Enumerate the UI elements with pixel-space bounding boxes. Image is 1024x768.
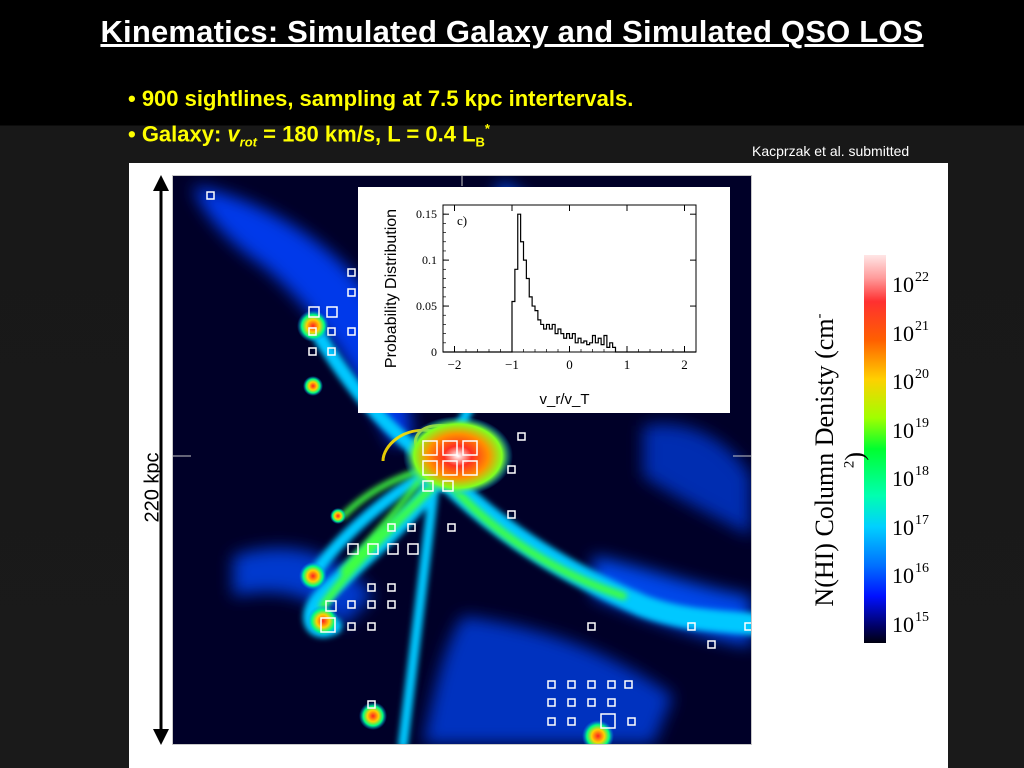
colorbar-tick: 1018 bbox=[892, 464, 929, 492]
x-axis-label: v_r/v_T bbox=[539, 391, 589, 408]
bullet-galaxy: • Galaxy: vrot = 180 km/s, L = 0.4 LB* bbox=[128, 114, 633, 158]
v-symbol: v bbox=[227, 121, 240, 147]
colorbar-tick-base: 10 bbox=[892, 272, 914, 297]
colorbar-tick-exponent: 18 bbox=[915, 464, 929, 479]
y-tick-label: 0.15 bbox=[416, 207, 437, 221]
colorbar-tick: 1020 bbox=[892, 367, 929, 395]
x-tick-label: −2 bbox=[448, 357, 462, 372]
y-tick-label: 0.1 bbox=[422, 253, 437, 267]
bullet-list: • 900 sightlines, sampling at 7.5 kpc in… bbox=[128, 84, 633, 158]
colorbar-tick-exponent: 19 bbox=[915, 415, 929, 431]
colorbar bbox=[864, 255, 886, 643]
y-tick-label: 0.05 bbox=[416, 299, 437, 313]
colorbar-tick-exponent: 22 bbox=[915, 270, 929, 285]
histogram-line bbox=[443, 213, 696, 353]
colorbar-tick: 1017 bbox=[892, 513, 929, 541]
colorbar-tick-exponent: 17 bbox=[915, 512, 929, 528]
scale-arrow bbox=[153, 175, 169, 745]
colorbar-tick-exponent: 16 bbox=[915, 561, 929, 576]
colorbar-tick-base: 10 bbox=[892, 514, 914, 540]
x-tick-label: −1 bbox=[505, 357, 519, 372]
bullet-sightlines: • 900 sightlines, sampling at 7.5 kpc in… bbox=[128, 86, 634, 111]
l-subscript: B bbox=[475, 134, 485, 150]
x-tick-label: 1 bbox=[624, 357, 631, 372]
x-tick-label: 0 bbox=[566, 357, 573, 372]
colorbar-tick-base: 10 bbox=[892, 417, 914, 443]
colorbar-title: N(HI) Column Denisty (cm-2) bbox=[810, 310, 870, 610]
colorbar-tick-base: 10 bbox=[892, 369, 914, 394]
panel-label: c) bbox=[457, 213, 467, 228]
colorbar-tick-base: 10 bbox=[892, 611, 914, 637]
colorbar-tick: 1016 bbox=[892, 561, 929, 589]
slide-title: Kinematics: Simulated Galaxy and Simulat… bbox=[100, 14, 924, 49]
colorbar-tick: 1019 bbox=[892, 416, 929, 444]
inset-histogram: −2 −1 0 1 2 0 0.05 0.1 0.15 c) Probability Distrib… bbox=[358, 187, 730, 413]
colorbar-tick-base: 10 bbox=[892, 563, 914, 588]
colorbar-title-text: N(HI) Column Denisty (cm bbox=[810, 318, 839, 607]
x-tick-label: 2 bbox=[681, 357, 688, 372]
bullet-galaxy-mid: = 180 km/s, L = 0.4 L bbox=[257, 121, 476, 147]
l-superscript: * bbox=[484, 121, 490, 136]
colorbar-tick-exponent: 15 bbox=[915, 609, 929, 625]
colorbar-tick-base: 10 bbox=[892, 466, 914, 491]
bullet-galaxy-prefix: • Galaxy: bbox=[128, 121, 228, 147]
y-tick-label: 0 bbox=[431, 345, 437, 359]
histogram-chart: −2 −1 0 1 2 0 0.05 0.1 0.15 c) Probability Distrib… bbox=[383, 204, 697, 408]
citation: Kacprzak et al. submitted bbox=[752, 143, 910, 159]
plot-frame bbox=[442, 204, 697, 353]
colorbar-tick: 1021 bbox=[892, 319, 929, 347]
v-subscript: rot bbox=[239, 134, 258, 150]
colorbar-tick: 1015 bbox=[892, 610, 929, 638]
colorbar-tick-exponent: 21 bbox=[915, 318, 929, 334]
colorbar-title-end: ) bbox=[840, 451, 869, 461]
colorbar-tick: 1022 bbox=[892, 270, 929, 298]
colorbar-tick-base: 10 bbox=[892, 320, 914, 346]
scale-label: 220 kpc bbox=[141, 452, 164, 523]
y-axis-label: Probability Distribution bbox=[383, 209, 400, 368]
colorbar-tick-exponent: 20 bbox=[915, 367, 929, 382]
